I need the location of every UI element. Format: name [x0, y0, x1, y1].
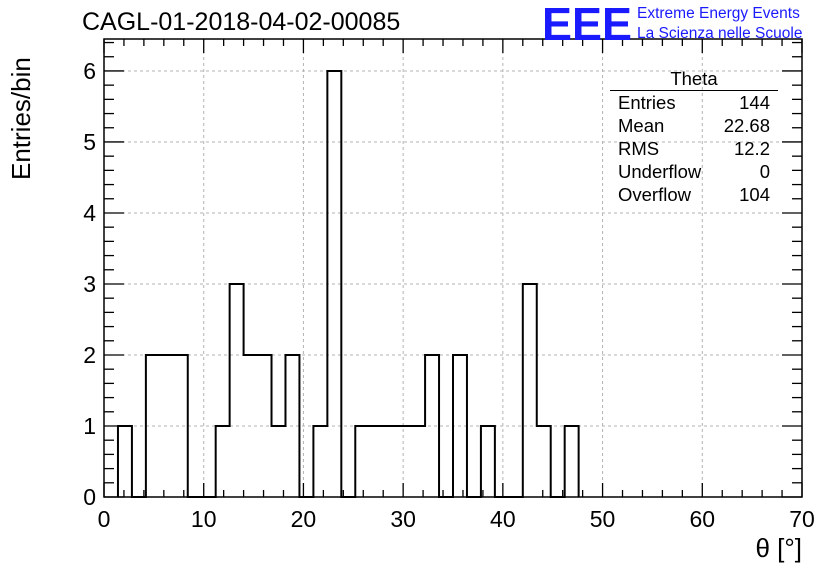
- y-tick-label: 5: [83, 129, 96, 155]
- y-tick-label: 6: [83, 58, 96, 84]
- y-tick-label: 2: [83, 342, 96, 368]
- histogram-bin: [258, 355, 272, 497]
- histogram-bin: [313, 426, 327, 497]
- eee-logo: EEE: [542, 2, 632, 46]
- stats-row-rms: RMS 12.2: [610, 137, 778, 160]
- x-tick-label: 40: [490, 506, 516, 532]
- histogram-bin: [565, 426, 579, 497]
- histogram-bin: [230, 284, 244, 497]
- histogram-bin: [523, 284, 537, 497]
- x-tick-label: 60: [689, 506, 715, 532]
- stats-label: Overflow: [618, 184, 691, 205]
- histogram-bin: [355, 426, 369, 497]
- histogram-bin: [537, 426, 551, 497]
- x-tick-label: 50: [590, 506, 616, 532]
- stats-label: RMS: [618, 138, 660, 159]
- histogram-bin: [481, 426, 495, 497]
- histogram-bin: [411, 426, 425, 497]
- stats-value: 0: [759, 161, 770, 182]
- y-axis-label: Entries/bin: [6, 57, 36, 180]
- axis-ticks: [103, 39, 803, 498]
- x-tick-label: 30: [390, 506, 416, 532]
- x-tick-label: 10: [191, 506, 217, 532]
- stats-value: 104: [739, 184, 770, 205]
- histogram-bin: [272, 426, 286, 497]
- y-tick-label: 3: [83, 271, 96, 297]
- stats-row-mean: Mean 22.68: [610, 114, 778, 137]
- logo-line-1: Extreme Energy Events: [637, 5, 800, 22]
- logo-line-2: La Scienza nelle Scuole: [637, 25, 803, 42]
- histogram-outline: [116, 69, 580, 498]
- stats-box: Theta Entries 144 Mean 22.68 RMS 12.2 Un…: [610, 69, 778, 206]
- stats-row-underflow: Underflow 0: [610, 160, 778, 183]
- logo-caption: Extreme Energy Events La Scienza nelle S…: [637, 4, 802, 44]
- x-tick-label: 0: [98, 506, 111, 532]
- logo-mark: EEE: [542, 2, 632, 46]
- x-tick-labels: 0 10 20 30 40 50 60 70: [98, 506, 815, 532]
- histogram-bin: [369, 426, 383, 497]
- stats-label: Underflow: [618, 161, 702, 182]
- histogram-bin: [216, 426, 230, 497]
- stats-value: 144: [739, 92, 770, 113]
- x-tick-label: 20: [291, 506, 317, 532]
- histogram-bin: [397, 426, 411, 497]
- stats-label: Mean: [618, 115, 665, 136]
- y-tick-label: 0: [83, 484, 96, 510]
- stats-label: Entries: [618, 92, 676, 113]
- stats-value: 12.2: [733, 138, 770, 159]
- histogram-bin: [118, 426, 132, 497]
- y-tick-label: 4: [83, 200, 96, 226]
- stats-value: 22.68: [723, 115, 770, 136]
- chart-title: CAGL-01-2018-04-02-00085: [82, 8, 401, 36]
- x-tick-label: 70: [789, 506, 815, 532]
- histogram-bin: [174, 355, 188, 497]
- y-tick-labels: 0 1 2 3 4 5 6: [83, 58, 96, 510]
- stats-row-overflow: Overflow 104: [610, 183, 778, 206]
- stats-row-entries: Entries 144: [610, 91, 778, 114]
- y-tick-label: 1: [83, 413, 96, 439]
- stats-title: Theta: [610, 69, 778, 91]
- x-axis-label: θ [°]: [755, 533, 802, 563]
- histogram-bin: [383, 426, 397, 497]
